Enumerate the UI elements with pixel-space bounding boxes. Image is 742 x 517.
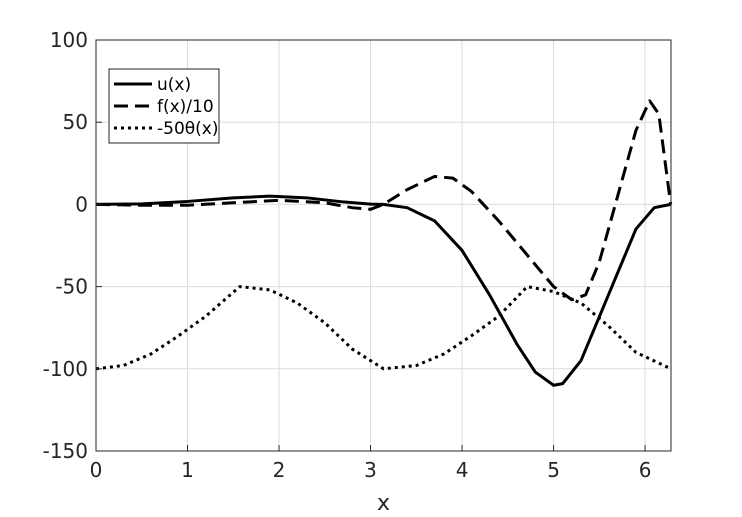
series-line-dashed: [95, 99, 673, 302]
y-tick-label: 0: [75, 192, 88, 216]
x-tick-label: 0: [90, 458, 103, 482]
x-tick-labels: 0 1 2 3 4 5 6: [90, 458, 652, 482]
series-line-dotted: [95, 285, 672, 371]
x-tick-label: 6: [639, 458, 652, 482]
plot-lines: [95, 99, 673, 387]
legend-label: f(x)/10: [157, 97, 214, 117]
legend-label: u(x): [157, 75, 191, 95]
x-tick-label: 1: [181, 458, 194, 482]
y-tick-label: -50: [55, 275, 88, 299]
y-tick-label: 100: [50, 28, 88, 52]
y-tick-label: -150: [43, 439, 88, 463]
legend-label: -50θ(x): [157, 119, 219, 139]
series-line-solid: [95, 194, 672, 387]
x-tick-label: 5: [547, 458, 560, 482]
axis-ticks: [95, 39, 646, 452]
axes-box: [95, 39, 672, 452]
x-tick-label: 2: [273, 458, 286, 482]
legend: u(x)f(x)/10-50θ(x): [108, 68, 220, 144]
y-tick-label: 50: [63, 110, 88, 134]
x-axis-label: x: [377, 491, 390, 516]
y-tick-labels: -150 -100 -50 0 50 100: [43, 28, 88, 463]
y-tick-label: -100: [43, 357, 88, 381]
x-tick-label: 4: [456, 458, 469, 482]
x-tick-label: 3: [364, 458, 377, 482]
